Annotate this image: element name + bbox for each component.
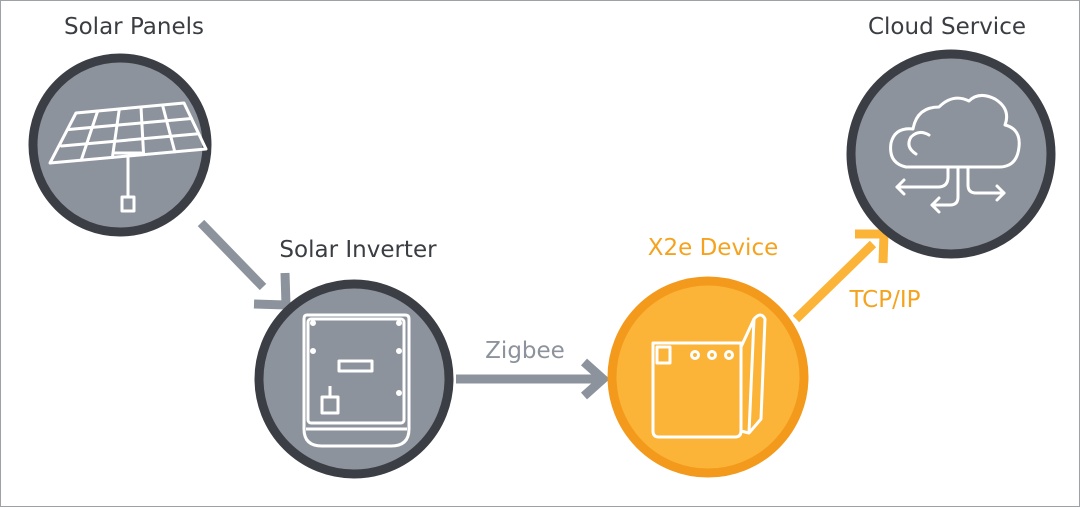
cloud-service-node (846, 49, 1056, 259)
tcp-ip-label: TCP/IP (848, 287, 920, 313)
solar-inverter-label: Solar Inverter (279, 237, 437, 263)
x2e-device-node (607, 276, 809, 478)
cloud-icon (889, 94, 1021, 214)
solar-panels-node (28, 53, 212, 237)
cloud-service-label: Cloud Service (868, 14, 1026, 40)
solar-panel-icon (48, 101, 208, 213)
arrow-inverter-to-x2e (456, 358, 610, 400)
x2e-device-icon (651, 313, 767, 439)
zigbee-label: Zigbee (485, 338, 565, 364)
solar-inverter-node (254, 279, 454, 479)
inverter-icon (302, 313, 411, 448)
x2e-device-label: X2e Device (648, 235, 779, 261)
solar-panels-label: Solar Panels (64, 14, 204, 40)
arrow-panels-to-inverter (197, 219, 291, 310)
